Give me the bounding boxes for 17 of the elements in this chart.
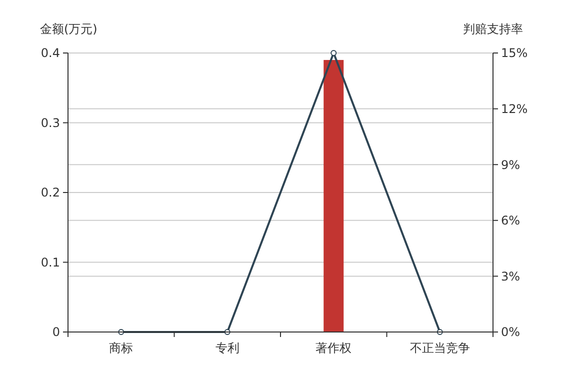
y-tick-label: 0.4 [40,46,60,60]
y2-axis-title: 判赔支持率 [463,22,523,36]
y2-tick-label: 3% [501,269,520,284]
y2-tick-label: 6% [501,214,520,228]
y-tick-label: 0 [52,325,60,340]
x-tick-label: 商标 [109,341,134,355]
y2-tick-label: 15% [501,46,528,60]
y-tick-label: 0.3 [40,116,60,130]
y2-tick-label: 12% [501,102,528,116]
y2-tick-label: 0% [501,325,520,340]
x-tick-label: 专利 [215,341,240,355]
y2-tick-label: 9% [501,158,520,172]
x-tick-label: 著作权 [316,341,352,355]
y-tick-label: 0.1 [40,255,60,270]
y-tick-label: 0.2 [40,186,60,200]
y-axis-title: 金额(万元) [40,22,98,36]
x-tick-label: 不正当竞争 [410,341,470,355]
